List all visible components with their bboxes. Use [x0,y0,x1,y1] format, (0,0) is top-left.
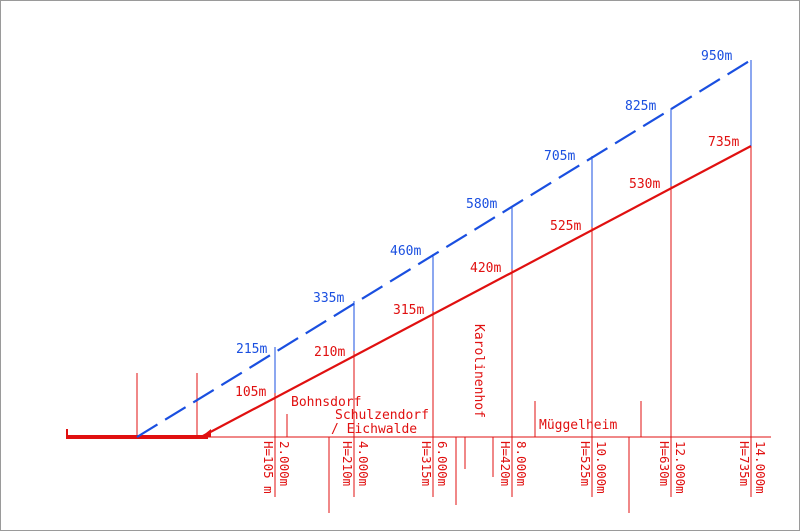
place-mueggelheim: Müggelheim [539,418,617,433]
height-label: H=735m [737,441,752,486]
upper-glide-line [136,59,752,438]
height-label: H=105 m [261,441,276,494]
lower-label: 735m [708,135,739,150]
distance-label: 14.000m [753,441,768,494]
height-label: H=630m [657,441,672,486]
lower-glide-line [200,145,752,438]
station-lines [274,146,752,497]
lower-label: 210m [314,345,345,360]
upper-label: 825m [625,99,656,114]
height-label: H=210m [340,441,355,486]
lower-label: 105m [235,385,266,400]
distance-label: 10.000m [594,441,609,494]
height-label: H=525m [578,441,593,486]
upper-label: 460m [390,244,421,259]
distance-label: 4.000m [356,441,371,486]
lower-label: 315m [393,303,424,318]
lower-label: 525m [550,219,581,234]
lower-label: 530m [629,177,660,192]
height-label: H=315m [419,441,434,486]
lower-label: 420m [470,261,501,276]
place-schulzendorf: Schulzendorf [335,408,429,423]
place-bohnsdorf: Bohnsdorf [291,395,361,410]
distance-label: 8.000m [514,441,529,486]
place-karolinenhof: Karolinenhof [471,324,486,418]
place-eichwalde: / Eichwalde [331,422,417,437]
upper-label: 580m [466,197,497,212]
upper-label: 215m [236,342,267,357]
upper-label: 705m [544,149,575,164]
upper-label: 335m [313,291,344,306]
upper-station-lines [274,60,752,393]
location-ticks [286,401,642,513]
distance-label: 2.000m [277,441,292,486]
distance-label: 12.000m [673,441,688,494]
height-label: H=420m [498,441,513,486]
upper-label: 950m [701,49,732,64]
distance-label: 6.000m [435,441,450,486]
